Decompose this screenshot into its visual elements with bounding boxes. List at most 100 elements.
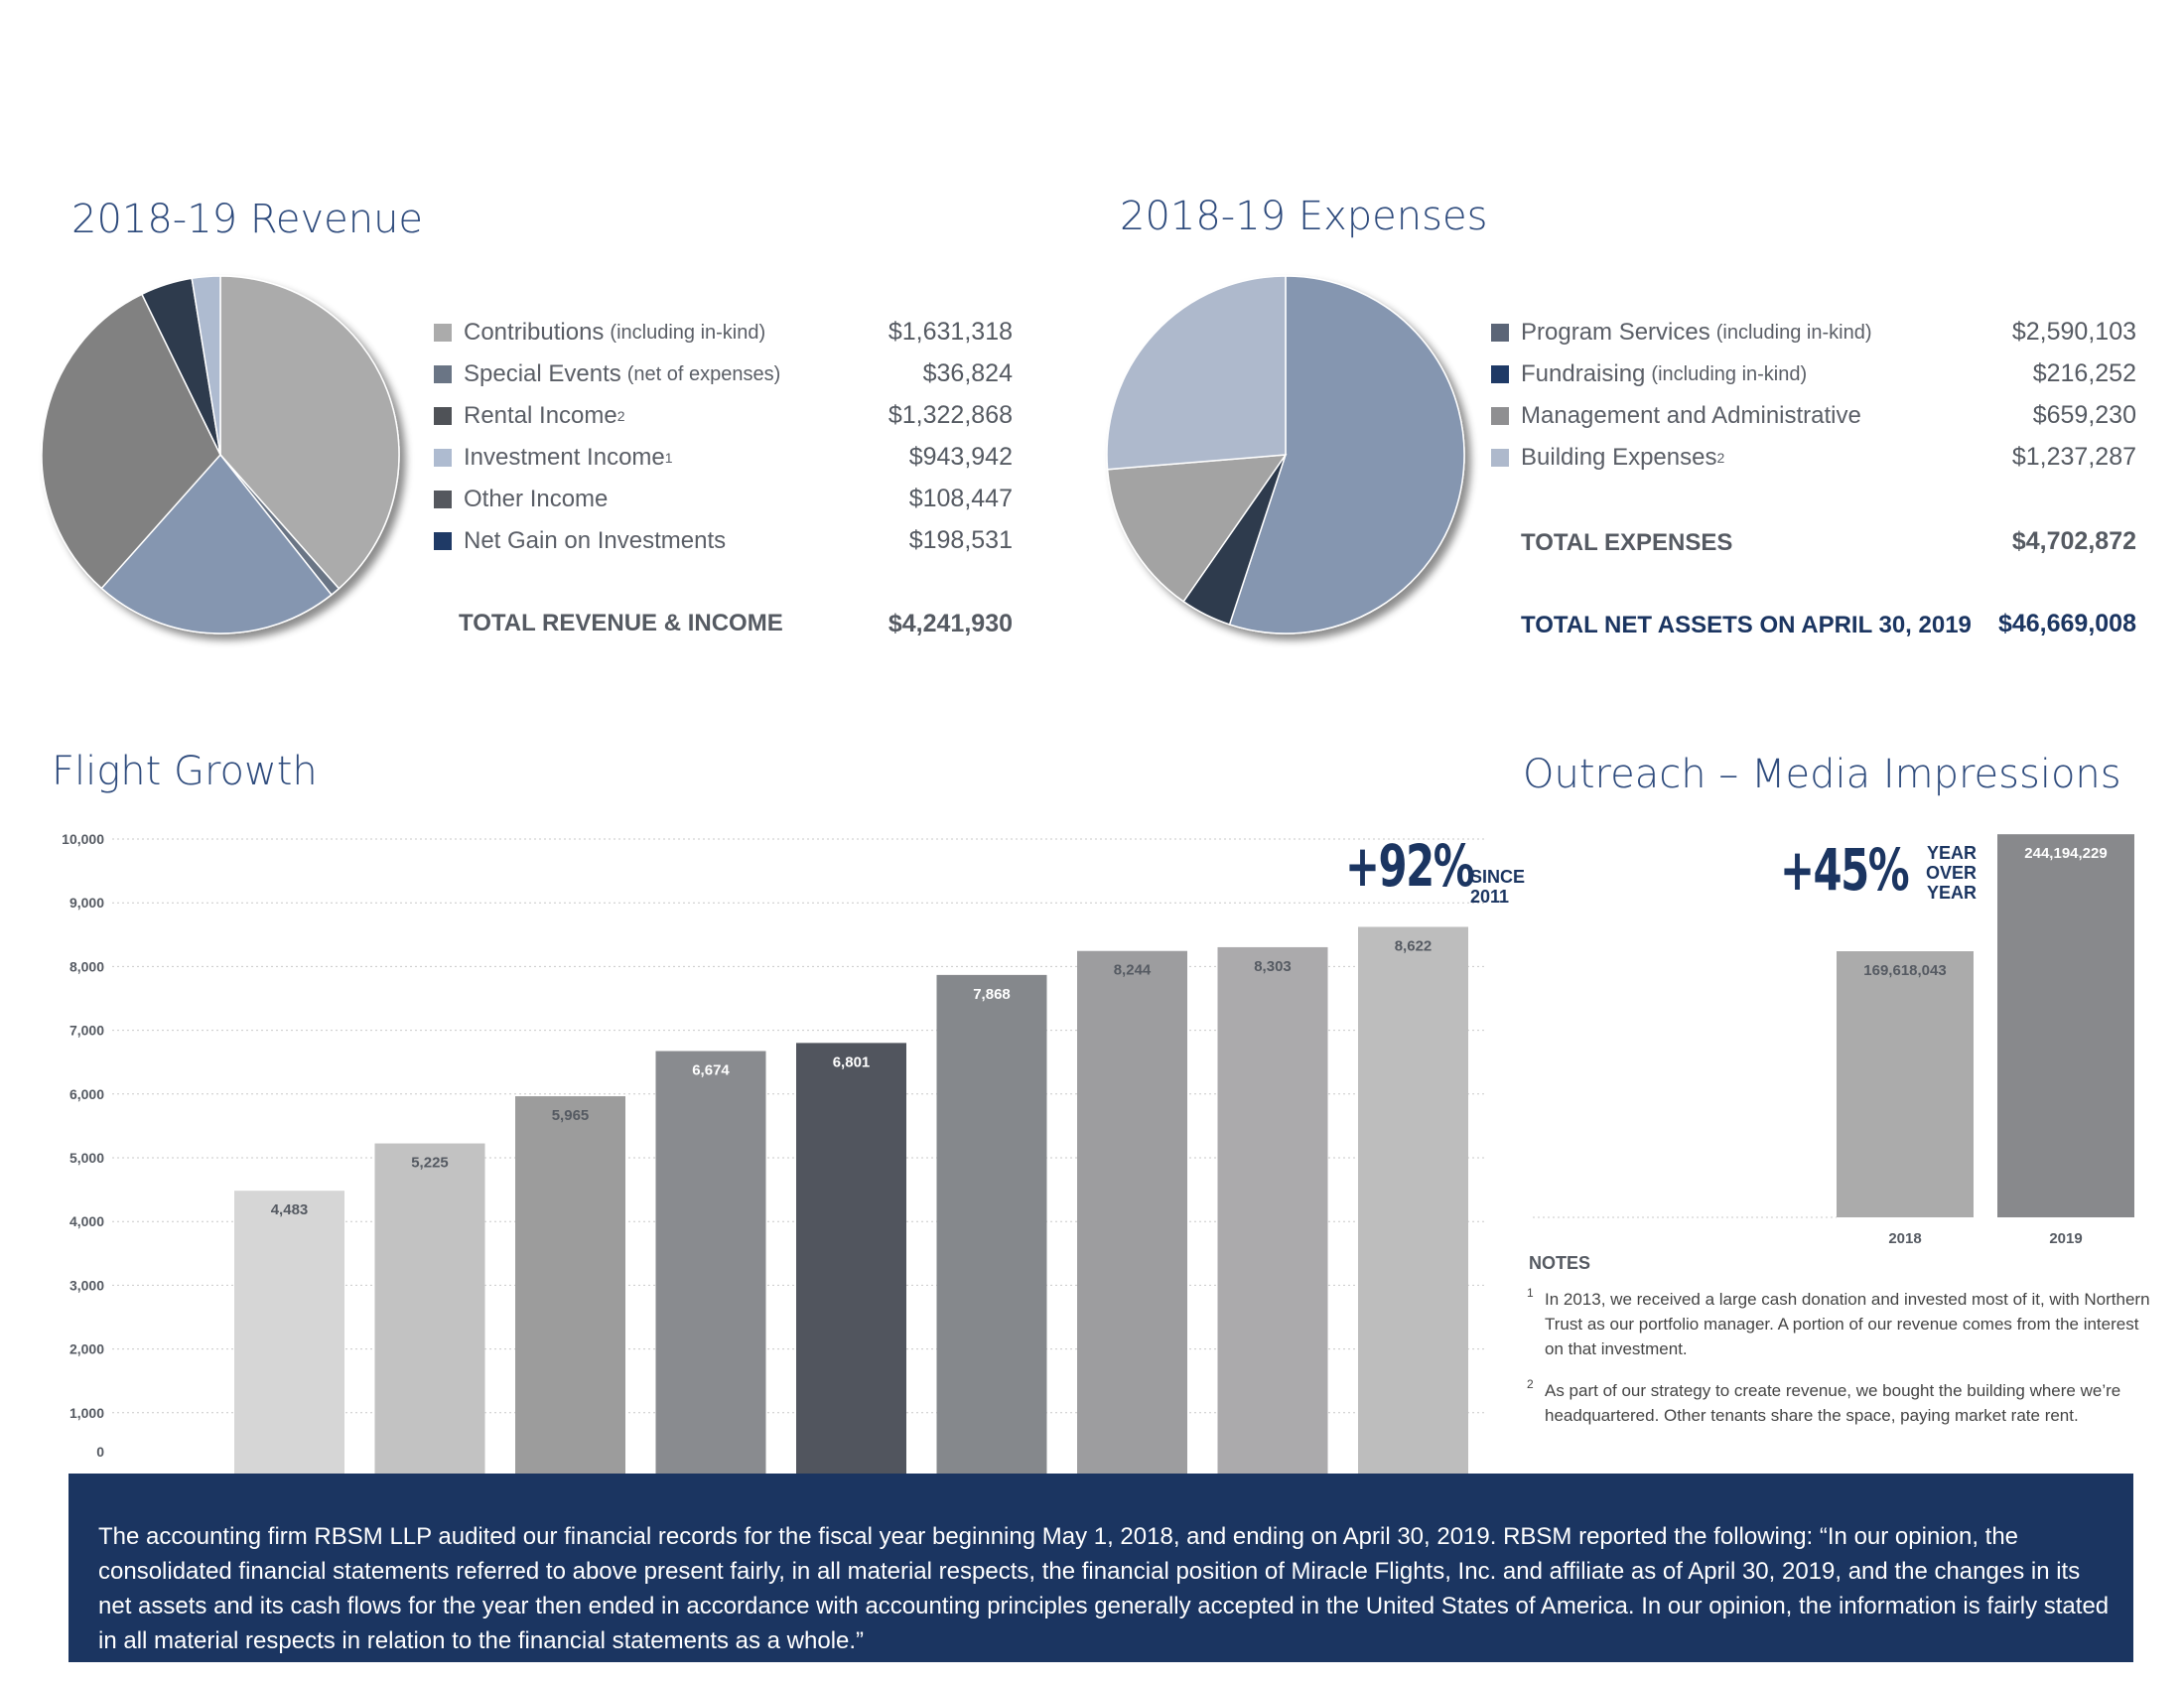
outreach-x-tick-label: 2018 (1888, 1230, 1921, 1247)
expenses-legend-label: Management and Administrative (1521, 402, 1861, 429)
flight-growth-title: Flight Growth (52, 749, 318, 794)
expenses-legend-swatch (1491, 407, 1509, 425)
note-1: 1 In 2013, we received a large cash dona… (1527, 1286, 2150, 1361)
outreach-bar (1837, 951, 1974, 1217)
expenses-legend-item: Building Expenses 2 (1491, 441, 1724, 475)
expenses-legend-swatch (1491, 365, 1509, 383)
revenue-legend-label: Net Gain on Investments (464, 527, 727, 554)
net-assets-value: $46,669,008 (1997, 610, 2136, 637)
expenses-legend-label: Fundraising (1521, 360, 1646, 387)
revenue-legend-footnote-mark: 2 (616, 408, 625, 424)
outreach-percent: +45% (1780, 836, 1910, 904)
flight-bar (515, 1096, 625, 1484)
audit-statement-text: The accounting firm RBSM LLP audited our… (98, 1523, 2110, 1654)
revenue-legend-item: Rental Income 2 (434, 399, 625, 433)
expenses-legend-footnote-mark: 2 (1716, 450, 1725, 466)
expenses-total-value: $4,702,872 (2011, 527, 2136, 555)
revenue-legend-item: Net Gain on Investments (434, 524, 726, 558)
expenses-title: 2018-19 Expenses (1120, 194, 1488, 239)
flight-bar (796, 1043, 906, 1484)
expenses-pie-chart (1106, 275, 1465, 634)
flight-bar-value-label: 6,674 (692, 1062, 730, 1079)
note-2: 2 As part of our strategy to create reve… (1527, 1377, 2150, 1428)
revenue-legend-item: Contributions (including in-kind) (434, 316, 765, 350)
outreach-bar-value-label: 169,618,043 (1863, 962, 1946, 979)
notes-title: NOTES (1529, 1253, 1591, 1273)
revenue-legend-label: Other Income (464, 486, 609, 512)
revenue-legend-swatch (434, 532, 452, 550)
revenue-total-value: $4,241,930 (887, 610, 1013, 637)
flight-y-tick-label: 7,000 (69, 1023, 104, 1039)
revenue-legend-value: $108,447 (908, 485, 1013, 512)
flight-bar-value-label: 5,225 (411, 1155, 449, 1172)
expenses-legend-item: Management and Administrative (1491, 399, 1861, 433)
outreach-caption: YEAR OVER YEAR (1907, 843, 1977, 903)
expenses-legend-swatch (1491, 449, 1509, 467)
flight-y-tick-label: 4,000 (69, 1213, 104, 1229)
note-1-text: In 2013, we received a large cash donati… (1545, 1290, 2150, 1358)
flight-y-tick-label: 5,000 (69, 1150, 104, 1166)
outreach-bar (1997, 834, 2134, 1217)
expenses-legend-label: Building Expenses (1521, 444, 1717, 471)
revenue-legend-value: $1,322,868 (887, 401, 1013, 429)
flight-bar (655, 1051, 766, 1484)
revenue-legend-value: $1,631,318 (887, 318, 1013, 346)
revenue-pie-slice (41, 293, 221, 590)
outreach-bar-value-label: 244,194,229 (2024, 845, 2107, 862)
flight-y-tick-label: 1,000 (69, 1405, 104, 1421)
expenses-pie-slice (1106, 454, 1288, 603)
expenses-legend-value: $2,590,103 (2011, 318, 2136, 346)
revenue-legend-swatch (434, 407, 452, 425)
flight-y-tick-label: 2,000 (69, 1341, 104, 1357)
revenue-legend-swatch (434, 491, 452, 508)
flight-bar-value-label: 5,965 (552, 1107, 590, 1124)
revenue-pie-slice (219, 275, 400, 590)
expenses-legend-value: $1,237,287 (2011, 443, 2136, 471)
flight-bar (936, 974, 1047, 1484)
flight-bar (1358, 926, 1468, 1484)
flight-y-tick-label: 0 (96, 1444, 104, 1460)
note-2-number: 2 (1527, 1377, 1534, 1391)
flight-growth-chart: 0 1,000 2,000 3,000 4,000 5,000 6,000 7,000 8,00… (62, 831, 1486, 1485)
flight-y-tick-label: 6,000 (69, 1086, 104, 1102)
revenue-legend-swatch (434, 449, 452, 467)
revenue-legend-label: Rental Income (464, 402, 617, 429)
revenue-legend-note: (including in-kind) (610, 321, 766, 344)
flight-caption-line-2: 2011 (1470, 887, 1510, 907)
revenue-legend-label: Special Events (464, 360, 621, 387)
flight-bar (1077, 950, 1187, 1484)
expenses-total-label: TOTAL EXPENSES (1521, 529, 1733, 556)
flight-bar-value-label: 8,303 (1254, 958, 1292, 975)
revenue-title: 2018-19 Revenue (71, 197, 424, 242)
revenue-pie-chart (41, 275, 400, 634)
outreach-title: Outreach – Media Impressions (1523, 752, 2121, 797)
expenses-legend-note: (including in-kind) (1651, 362, 1808, 385)
revenue-legend-swatch (434, 365, 452, 383)
expenses-legend-swatch (1491, 324, 1509, 342)
flight-bar-value-label: 4,483 (271, 1201, 309, 1218)
expenses-legend-note: (including in-kind) (1715, 321, 1872, 344)
flight-bar-value-label: 6,801 (833, 1054, 871, 1070)
expenses-legend-label: Program Services (1521, 319, 1710, 346)
flight-growth-percent: +92% (1345, 832, 1475, 900)
revenue-legend-item: Special Events (net of expenses) (434, 357, 780, 391)
flight-bar (374, 1143, 485, 1484)
flight-growth-caption: SINCE 2011 (1470, 867, 1525, 907)
revenue-pie-slice (100, 453, 333, 634)
expenses-pie-slice (1228, 275, 1465, 634)
expenses-pie-slice (1106, 275, 1287, 471)
flight-y-tick-label: 8,000 (69, 958, 104, 974)
flight-y-tick-label: 10,000 (62, 831, 104, 847)
outreach-caption-line-2: OVER (1925, 863, 1977, 883)
expenses-legend-item: Program Services (including in-kind) (1491, 316, 1871, 350)
flight-y-tick-label: 9,000 (69, 895, 104, 911)
revenue-legend-footnote-mark: 1 (664, 450, 673, 466)
revenue-legend-label: Contributions (464, 319, 605, 346)
revenue-legend-item: Other Income (434, 483, 608, 516)
revenue-total-label: TOTAL REVENUE & INCOME (459, 610, 783, 636)
flight-bar-value-label: 8,622 (1395, 937, 1433, 954)
flight-bar (1217, 946, 1328, 1484)
revenue-legend-value: $36,824 (922, 359, 1013, 387)
revenue-pie-slice (191, 275, 221, 456)
expenses-legend-item: Fundraising (including in-kind) (1491, 357, 1807, 391)
